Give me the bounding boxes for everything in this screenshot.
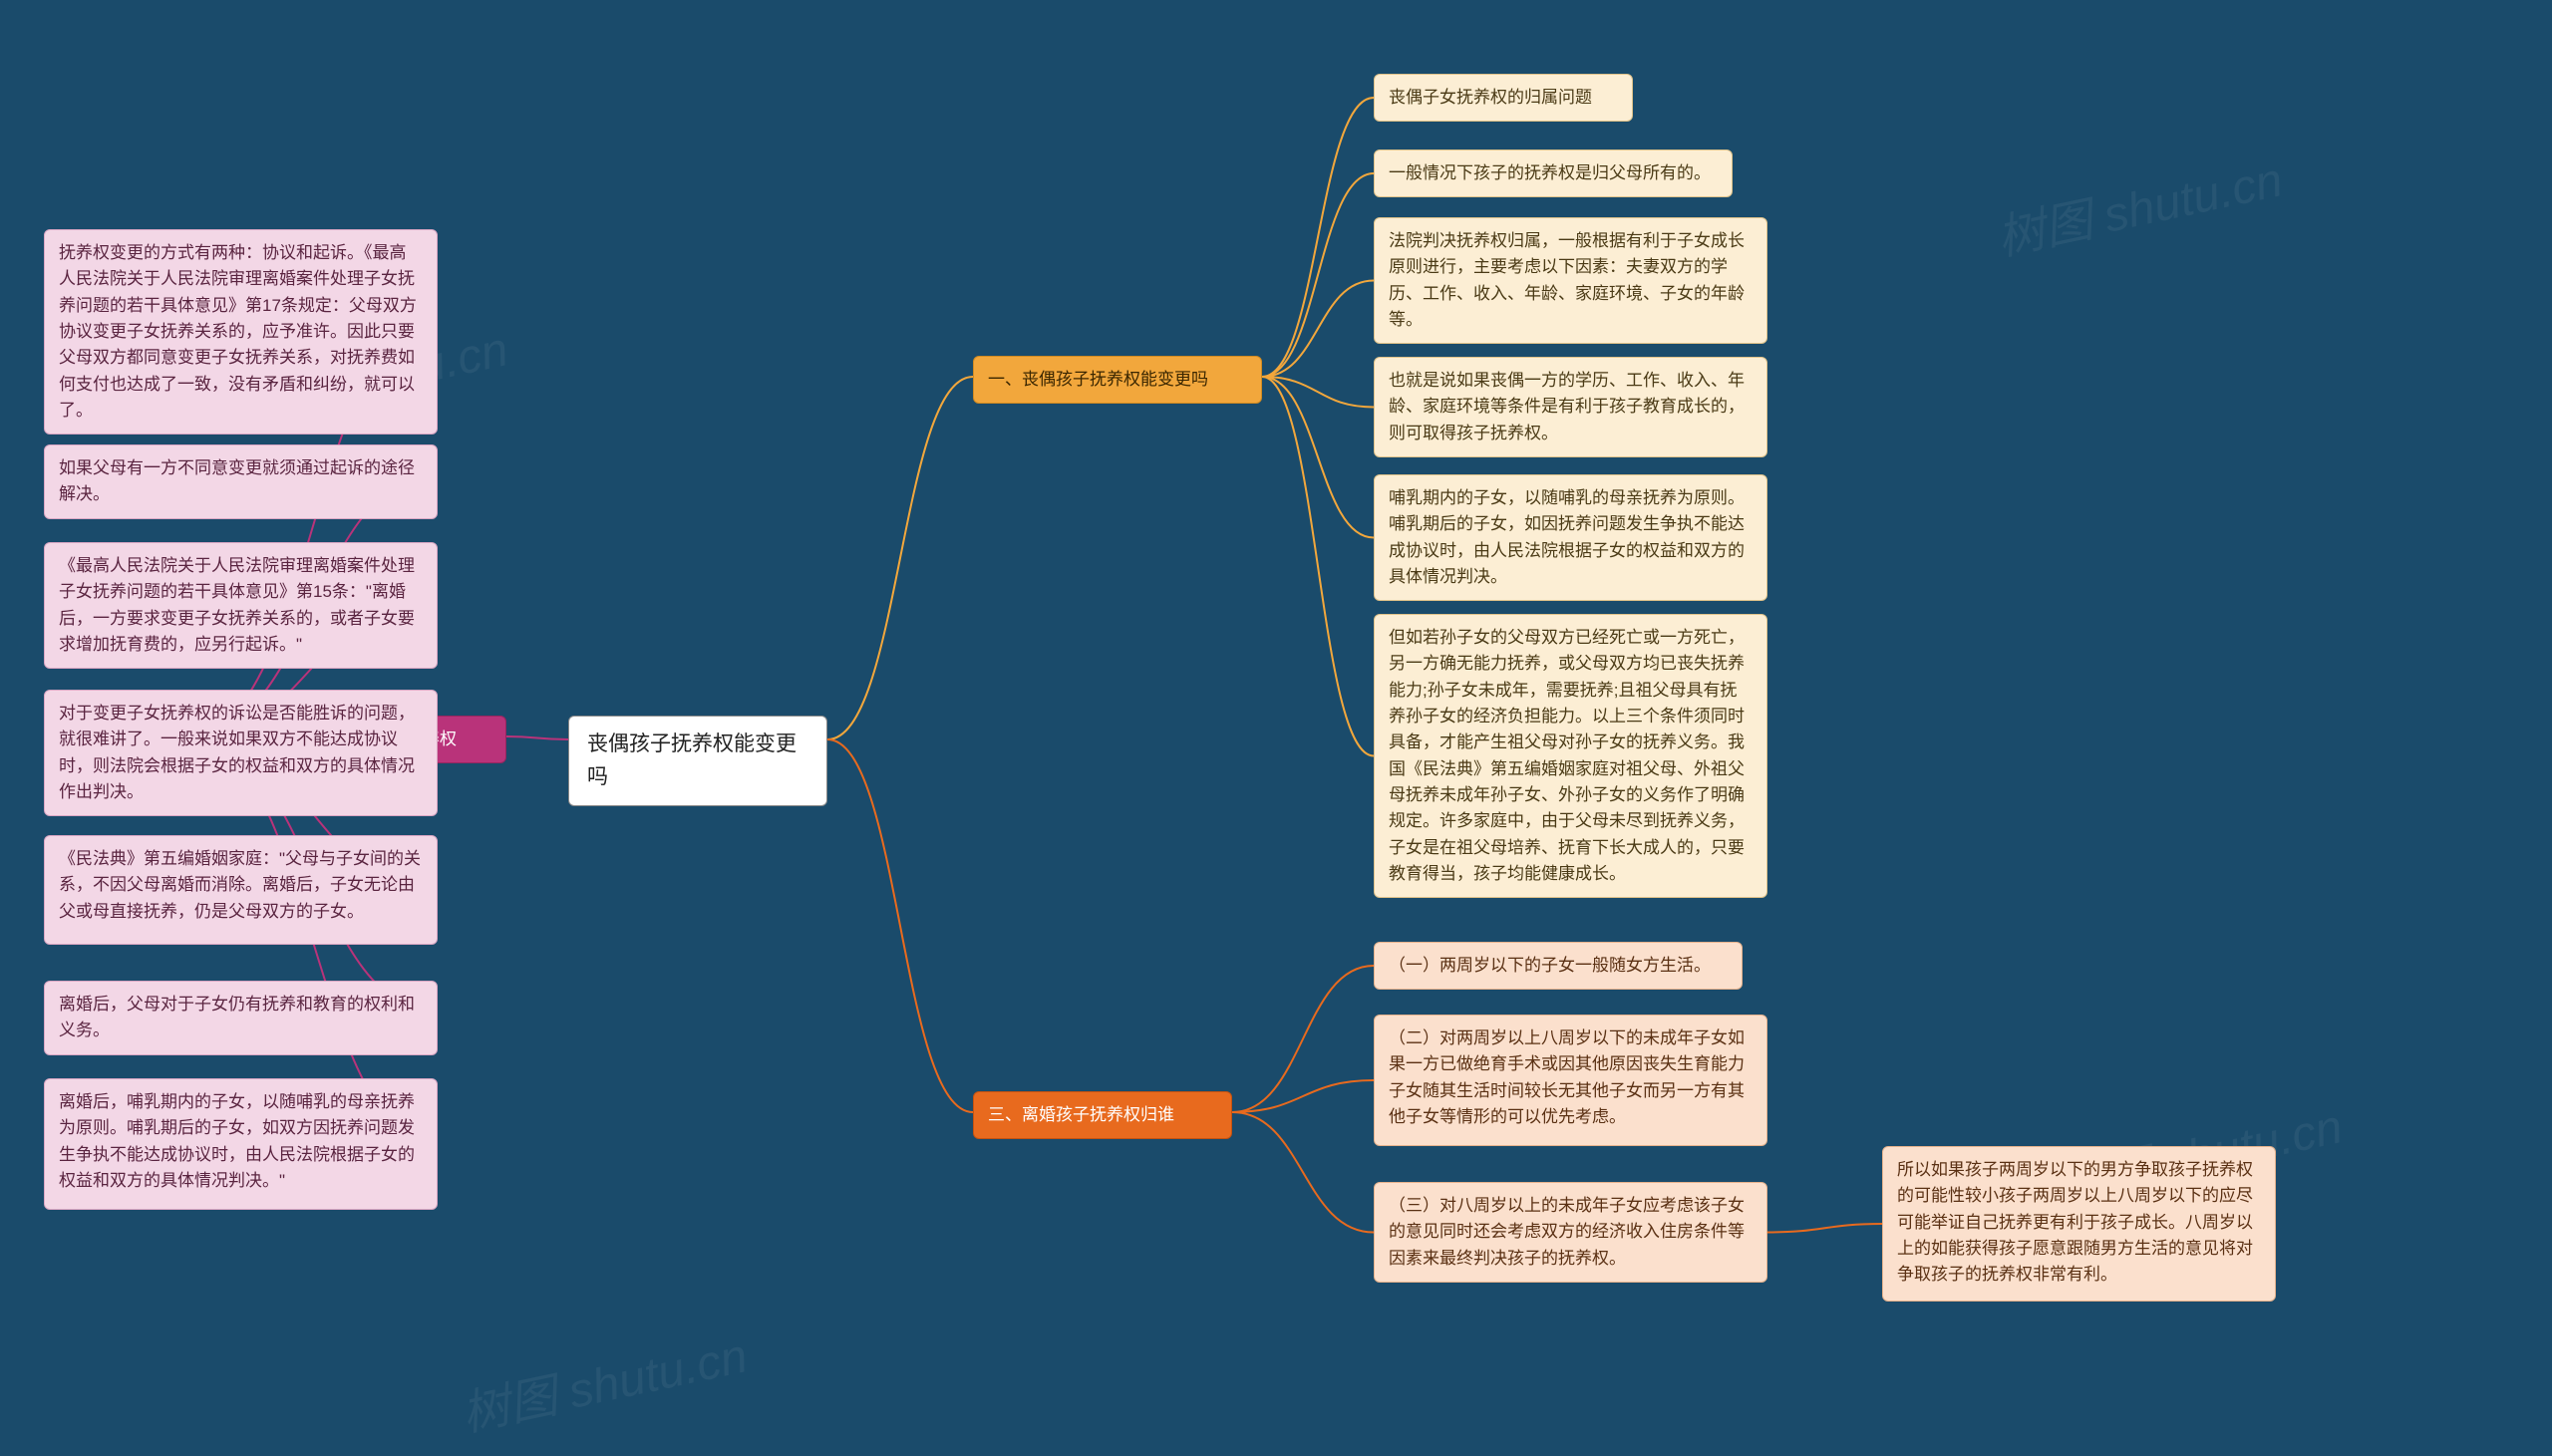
branch-leaf: 《最高人民法院关于人民法院审理离婚案件处理子女抚养问题的若干具体意见》第15条：… — [44, 542, 438, 669]
branch-leaf: 法院判决抚养权归属，一般根据有利于子女成长原则进行，主要考虑以下因素：夫妻双方的… — [1374, 217, 1767, 344]
branch-leaf: （一）两周岁以下的子女一般随女方生活。 — [1374, 942, 1743, 990]
branch-leaf-child: 所以如果孩子两周岁以下的男方争取孩子抚养权的可能性较小孩子两周岁以上八周岁以下的… — [1882, 1146, 2276, 1302]
branch-leaf: （二）对两周岁以上八周岁以下的未成年子女如果一方已做绝育手术或因其他原因丧失生育… — [1374, 1015, 1767, 1146]
watermark: 树图 shutu.cn — [455, 1316, 753, 1445]
branch-leaf: 丧偶子女抚养权的归属问题 — [1374, 74, 1633, 122]
branch-main: 三、离婚孩子抚养权归谁 — [973, 1091, 1232, 1139]
branch-leaf: （三）对八周岁以上的未成年子女应考虑该子女的意见同时还会考虑双方的经济收入住房条… — [1374, 1182, 1767, 1283]
branch-leaf: 离婚后，哺乳期内的子女，以随哺乳的母亲抚养为原则。哺乳期后的子女，如双方因抚养问… — [44, 1078, 438, 1210]
branch-main: 一、丧偶孩子抚养权能变更吗 — [973, 356, 1262, 404]
branch-leaf: 也就是说如果丧偶一方的学历、工作、收入、年龄、家庭环境等条件是有利于孩子教育成长… — [1374, 357, 1767, 457]
branch-leaf: 抚养权变更的方式有两种：协议和起诉。《最高人民法院关于人民法院审理离婚案件处理子… — [44, 229, 438, 435]
watermark: 树图 shutu.cn — [1990, 141, 2288, 269]
branch-leaf: 对于变更子女抚养权的诉讼是否能胜诉的问题，就很难讲了。一般来说如果双方不能达成协… — [44, 690, 438, 816]
branch-leaf: 哺乳期内的子女，以随哺乳的母亲抚养为原则。哺乳期后的子女，如因抚养问题发生争执不… — [1374, 474, 1767, 601]
root-node: 丧偶孩子抚养权能变更吗 — [568, 716, 827, 806]
branch-leaf: 离婚后，父母对于子女仍有抚养和教育的权利和义务。 — [44, 981, 438, 1055]
branch-leaf: 一般情况下孩子的抚养权是归父母所有的。 — [1374, 149, 1733, 197]
branch-leaf: 如果父母有一方不同意变更就须通过起诉的途径解决。 — [44, 444, 438, 519]
branch-leaf: 《民法典》第五编婚姻家庭："父母与子女间的关系，不因父母离婚而消除。离婚后，子女… — [44, 835, 438, 945]
branch-leaf: 但如若孙子女的父母双方已经死亡或一方死亡，另一方确无能力抚养，或父母双方均已丧失… — [1374, 614, 1767, 898]
